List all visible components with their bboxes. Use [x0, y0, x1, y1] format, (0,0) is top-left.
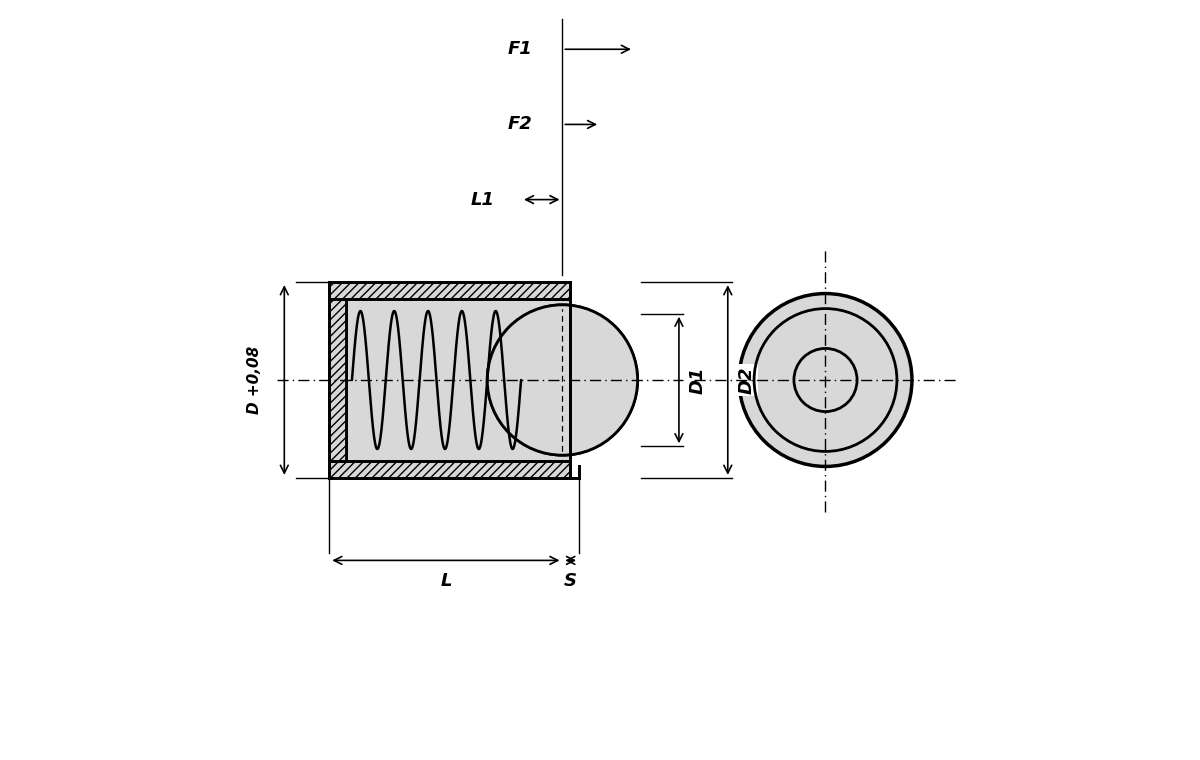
Bar [329, 299, 346, 461]
Bar [329, 282, 570, 299]
Bar [329, 282, 570, 299]
Bar [329, 282, 570, 478]
Bar [329, 461, 570, 478]
Text: D +0,08: D +0,08 [247, 346, 262, 414]
Bar [329, 282, 570, 478]
Circle shape [739, 293, 912, 467]
Text: D2: D2 [738, 366, 756, 394]
Bar [329, 461, 570, 478]
Bar [329, 299, 346, 461]
Bar [329, 299, 346, 461]
Bar [329, 461, 570, 478]
Bar [329, 282, 570, 299]
Bar [329, 282, 570, 478]
Text: S: S [564, 572, 577, 591]
Bar [329, 299, 346, 461]
Bar [329, 461, 570, 478]
Text: D1: D1 [689, 366, 707, 394]
Text: L: L [440, 572, 451, 591]
Bar [329, 282, 570, 478]
Circle shape [487, 305, 637, 455]
Text: F1: F1 [508, 40, 533, 59]
Text: L1: L1 [470, 191, 494, 208]
Bar [329, 282, 570, 299]
Text: F2: F2 [508, 116, 533, 134]
Circle shape [487, 305, 637, 455]
